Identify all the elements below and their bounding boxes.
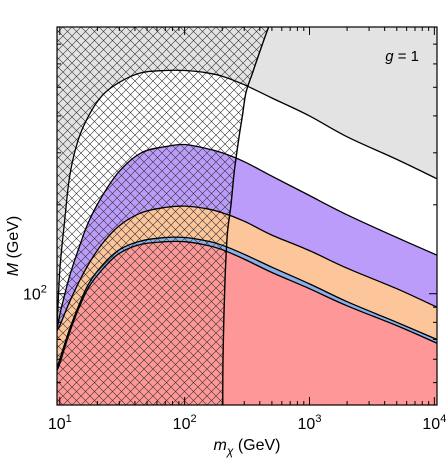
y-axis-label: M (GeV): [5, 216, 22, 276]
tick-labels: 101 102 103 104 102: [23, 284, 446, 433]
x-tick-label: 104: [422, 413, 446, 433]
boundary-lines: [57, 27, 437, 405]
coupling-annotation: g = 1: [385, 48, 419, 65]
exclusion-curve: [222, 27, 270, 405]
plot-frame: [56, 26, 438, 406]
x-axis-label: mχ (GeV): [213, 437, 280, 458]
boundary-orange_top: [57, 205, 437, 331]
axis-ticks: [57, 26, 437, 405]
boundary-white_top: [57, 69, 437, 331]
x-tick-label: 101: [48, 413, 72, 433]
x-tick-label: 103: [298, 413, 322, 433]
boundary-blue_top: [57, 236, 437, 369]
boundary-red_top: [57, 240, 437, 371]
boundary-purple_top: [57, 143, 437, 331]
x-tick-label: 102: [173, 413, 197, 433]
y-tick-label: 102: [23, 284, 47, 304]
